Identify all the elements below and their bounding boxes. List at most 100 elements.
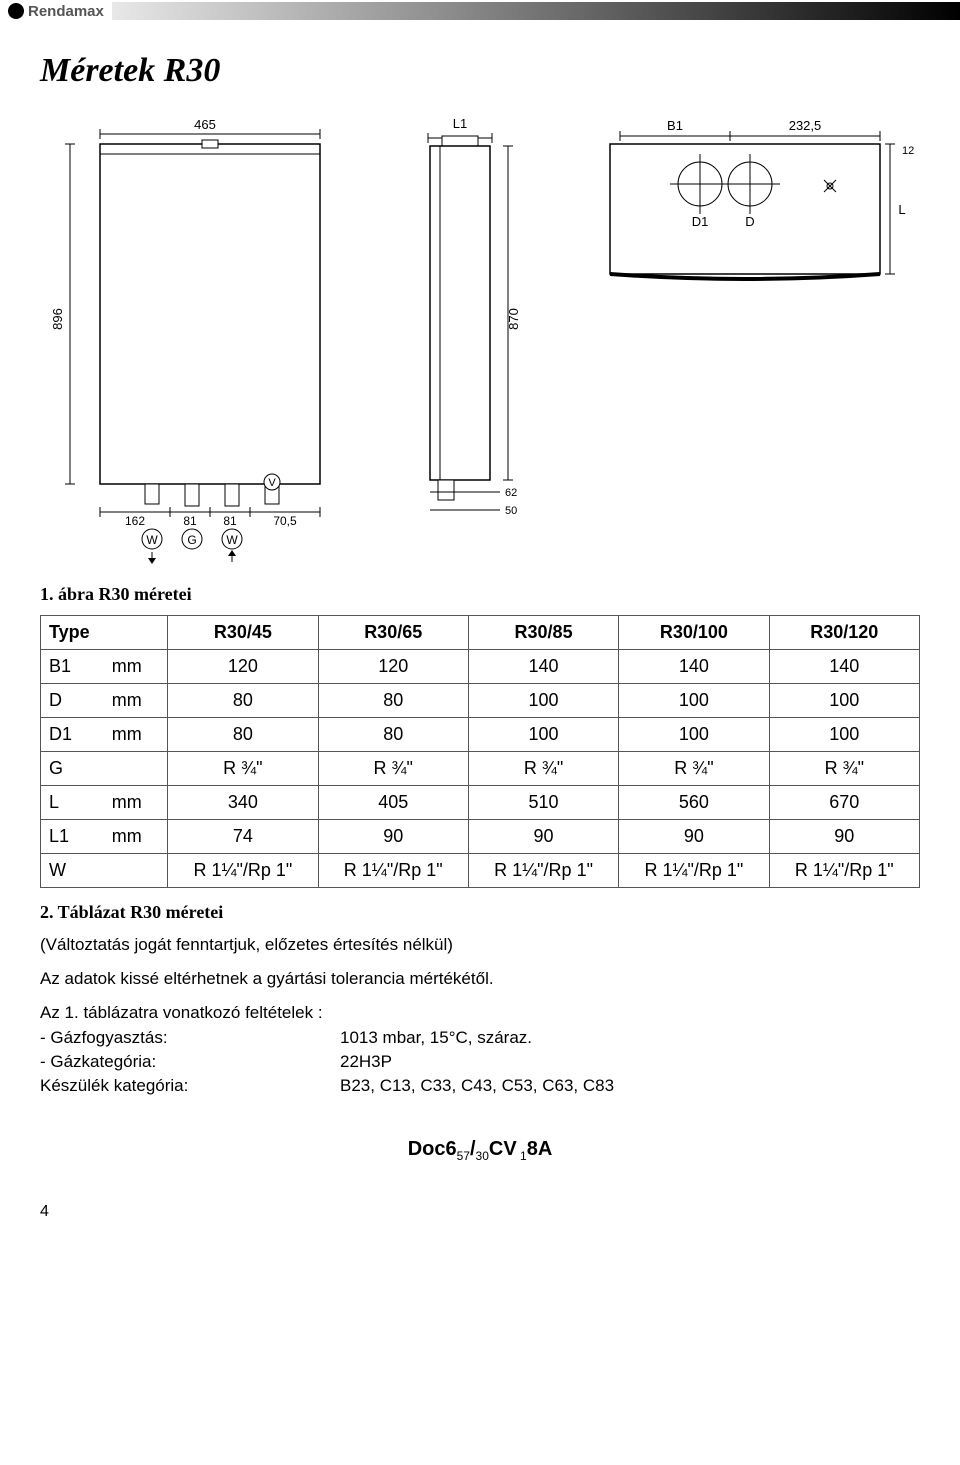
- cell: R ¾": [468, 752, 618, 786]
- cell: R ¾": [318, 752, 468, 786]
- cell: 510: [468, 786, 618, 820]
- table-row: L1mm7490909090: [41, 820, 920, 854]
- table-header: R30/100: [619, 616, 769, 650]
- brand-name: Rendamax: [28, 3, 104, 20]
- note-line2: Az adatok kissé eltérhetnek a gyártási t…: [40, 967, 920, 991]
- row-label: D1: [41, 718, 92, 752]
- cell: R 1¼"/Rp 1": [468, 854, 618, 888]
- cell: 100: [769, 684, 919, 718]
- kv-row: Készülék kategória:B23, C13, C33, C43, C…: [40, 1074, 920, 1098]
- cell: R ¾": [619, 752, 769, 786]
- dim-side-870: 870: [506, 308, 521, 330]
- label-l: L: [898, 202, 905, 217]
- dim-width: 465: [194, 117, 216, 132]
- cell: 90: [318, 820, 468, 854]
- cell: 74: [168, 820, 318, 854]
- notes: (Változtatás jogát fenntartjuk, előzetes…: [40, 933, 920, 1098]
- drawing-front: 465 896 V: [40, 114, 360, 564]
- row-unit: mm: [92, 684, 168, 718]
- cell: R ¾": [769, 752, 919, 786]
- label-d1: D1: [692, 214, 709, 229]
- cell: 80: [318, 718, 468, 752]
- kv-val: 1013 mbar, 15°C, száraz.: [340, 1026, 532, 1050]
- label-w2: W: [226, 533, 238, 547]
- row-unit: mm: [92, 650, 168, 684]
- row-unit: mm: [92, 820, 168, 854]
- cell: 120: [168, 650, 318, 684]
- cell: 100: [468, 718, 618, 752]
- cell: 405: [318, 786, 468, 820]
- row-label: B1: [41, 650, 92, 684]
- drawing-side: L1 870 62 50: [400, 114, 540, 564]
- dim-l1-top: L1: [453, 116, 467, 131]
- kv-val: 22H3P: [340, 1050, 392, 1074]
- cell: R ¾": [168, 752, 318, 786]
- note-line3: Az 1. táblázatra vonatkozó feltételek :: [40, 1001, 920, 1025]
- cell: 80: [168, 684, 318, 718]
- cell: 120: [318, 650, 468, 684]
- dim-b1: 162: [125, 514, 145, 528]
- table-header: R30/85: [468, 616, 618, 650]
- dim-b4: 70,5: [273, 514, 297, 528]
- cell: 90: [619, 820, 769, 854]
- logo-icon: [8, 3, 24, 19]
- cell: R 1¼"/Rp 1": [168, 854, 318, 888]
- table-row: WR 1¼"/Rp 1"R 1¼"/Rp 1"R 1¼"/Rp 1"R 1¼"/…: [41, 854, 920, 888]
- cell: 560: [619, 786, 769, 820]
- cell: R 1¼"/Rp 1": [769, 854, 919, 888]
- table-row: Dmm8080100100100: [41, 684, 920, 718]
- table-header: R30/65: [318, 616, 468, 650]
- table-caption: 2. Táblázat R30 méretei: [40, 902, 920, 923]
- table-header: Type: [41, 616, 168, 650]
- dim-12: 12: [902, 145, 914, 157]
- row-label: W: [41, 854, 92, 888]
- row-label: G: [41, 752, 92, 786]
- row-label: L: [41, 786, 92, 820]
- cell: 140: [619, 650, 769, 684]
- table-row: B1mm120120140140140: [41, 650, 920, 684]
- table-header: R30/45: [168, 616, 318, 650]
- dim-62: 62: [505, 487, 517, 499]
- cell: 100: [619, 718, 769, 752]
- cell: 100: [769, 718, 919, 752]
- table-row: GR ¾"R ¾"R ¾"R ¾"R ¾": [41, 752, 920, 786]
- row-unit: [92, 854, 168, 888]
- table-row: D1mm8080100100100: [41, 718, 920, 752]
- table-row: Lmm340405510560670: [41, 786, 920, 820]
- drawings-row: 465 896 V: [40, 114, 920, 564]
- table-header: R30/120: [769, 616, 919, 650]
- cell: 100: [468, 684, 618, 718]
- kv-key: - Gázkategória:: [40, 1050, 340, 1074]
- row-unit: [92, 752, 168, 786]
- row-unit: mm: [92, 786, 168, 820]
- cell: 90: [468, 820, 618, 854]
- cell: 340: [168, 786, 318, 820]
- cell: 80: [168, 718, 318, 752]
- row-label: D: [41, 684, 92, 718]
- figure-caption: 1. ábra R30 méretei: [40, 584, 920, 605]
- page-title: Méretek R30: [40, 52, 920, 90]
- dim-2325: 232,5: [789, 118, 822, 133]
- label-d: D: [745, 214, 754, 229]
- dim-b1-top: B1: [667, 118, 683, 133]
- dim-height: 896: [50, 308, 65, 330]
- note-line1: (Változtatás jogát fenntartjuk, előzetes…: [40, 933, 920, 957]
- cell: 100: [619, 684, 769, 718]
- cell: R 1¼"/Rp 1": [318, 854, 468, 888]
- page-number: 4: [40, 1203, 920, 1221]
- header-gradient: [112, 2, 960, 20]
- row-unit: mm: [92, 718, 168, 752]
- label-w1: W: [146, 533, 158, 547]
- kv-row: - Gázkategória:22H3P: [40, 1050, 920, 1074]
- cell: R 1¼"/Rp 1": [619, 854, 769, 888]
- cell: 140: [769, 650, 919, 684]
- drawing-top: B1 232,5 D1 D: [580, 114, 920, 564]
- data-table: TypeR30/45R30/65R30/85R30/100R30/120 B1m…: [40, 615, 920, 888]
- dim-b3: 81: [223, 514, 237, 528]
- label-v: V: [268, 477, 276, 489]
- kv-key: - Gázfogyasztás:: [40, 1026, 340, 1050]
- kv-row: - Gázfogyasztás:1013 mbar, 15°C, száraz.: [40, 1026, 920, 1050]
- row-label: L1: [41, 820, 92, 854]
- footer-code: Doc657/30CV 18A: [40, 1138, 920, 1163]
- cell: 90: [769, 820, 919, 854]
